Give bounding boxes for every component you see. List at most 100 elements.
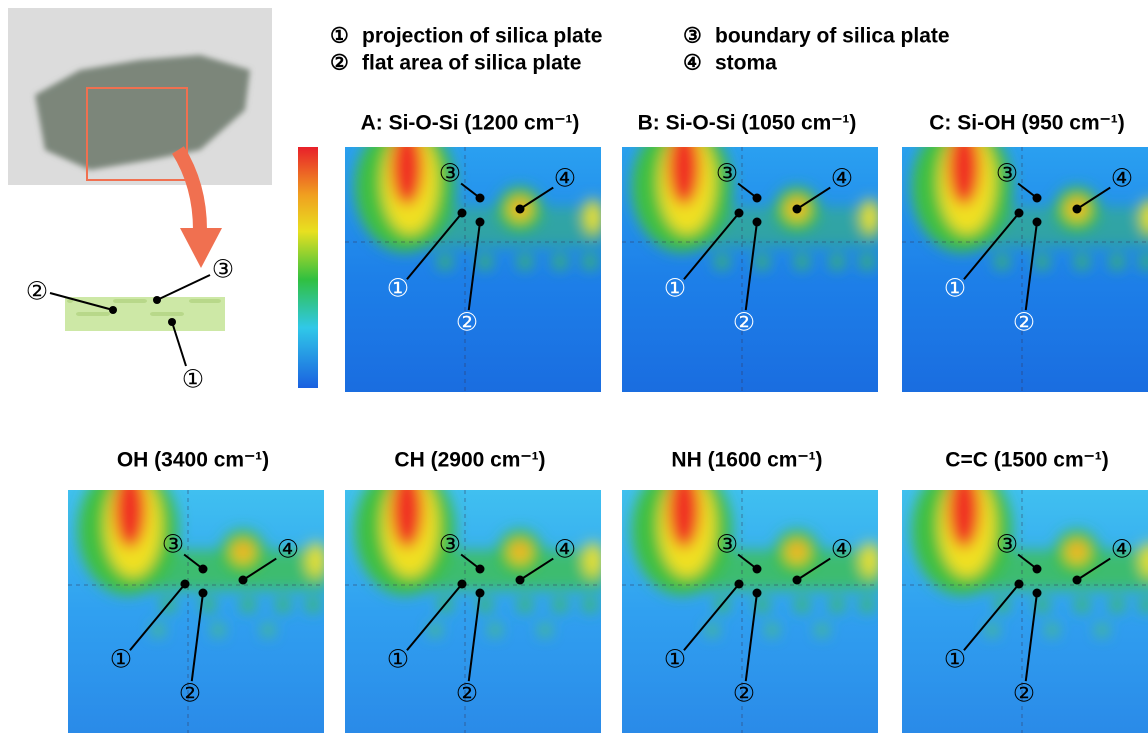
leader-line (1076, 186, 1111, 210)
leader-line (406, 583, 463, 651)
blob (1075, 598, 1089, 612)
marker-dot (1032, 193, 1042, 203)
blob (1140, 199, 1148, 235)
heatmap-panel: ① ② ③ ④ (622, 490, 878, 733)
marker-label: ① (182, 366, 204, 394)
leader-line (744, 221, 758, 311)
marker-label: ④ (831, 165, 853, 193)
marker-dot (238, 575, 248, 585)
marker-dot (457, 579, 467, 589)
blob (391, 147, 423, 205)
leader-line (963, 212, 1020, 280)
marker-dot (1032, 588, 1042, 598)
blob (201, 598, 215, 612)
marker-label: ② (1013, 309, 1035, 337)
blob (518, 598, 532, 612)
zoom-arrow (172, 146, 207, 231)
legend-text: stoma (715, 52, 777, 75)
blob (241, 598, 255, 612)
blob (948, 147, 980, 205)
heatmap (902, 147, 1148, 392)
heatmap-panel: ① ② ③ ④ (345, 147, 601, 392)
panel-title: NH (1600 cm⁻¹) (671, 449, 822, 472)
heatmap-panel: ① ② ③ ④ (345, 490, 601, 733)
heatmap (345, 490, 601, 733)
marker-label: ③ (716, 531, 738, 559)
marker-label: ② (26, 278, 48, 306)
blob (792, 545, 802, 555)
panel-title: OH (3400 cm⁻¹) (117, 449, 269, 472)
heatmap-blobs (632, 490, 878, 636)
marker-label: ② (456, 309, 478, 337)
leader-line (1024, 592, 1038, 682)
blob (1035, 598, 1049, 612)
marker-label: ② (733, 680, 755, 708)
marker-dot (168, 318, 176, 326)
blob (583, 542, 601, 578)
marker-dot (792, 204, 802, 214)
marker-dot (752, 193, 762, 203)
texture-dot (189, 299, 195, 303)
blob (755, 598, 769, 612)
blob (583, 255, 597, 269)
blob (212, 624, 224, 636)
blob (1035, 255, 1049, 269)
panel-title: C: Si-OH (950 cm⁻¹) (929, 112, 1124, 135)
leader-line (171, 321, 187, 367)
schematic-texture (67, 299, 221, 316)
leader-line (242, 557, 277, 581)
color-bar (298, 147, 318, 388)
blob (795, 598, 809, 612)
leader-line (129, 583, 186, 651)
marker-dot (752, 588, 762, 598)
blob (553, 255, 567, 269)
blob (795, 255, 809, 269)
blob (830, 255, 844, 269)
blob (1140, 255, 1148, 269)
heatmap-blobs (78, 490, 324, 636)
leader-line (1076, 557, 1111, 581)
legend-marker: ① (330, 25, 349, 48)
marker-dot (1072, 575, 1082, 585)
marker-dot (1014, 208, 1024, 218)
legend-marker: ④ (683, 52, 702, 75)
texture-dot (76, 312, 82, 316)
blob (518, 255, 532, 269)
leader-line (744, 592, 758, 682)
legend-text: projection of silica plate (362, 25, 602, 48)
blob (715, 255, 729, 269)
heatmap-blobs (355, 490, 601, 636)
marker-label: ④ (1111, 536, 1133, 564)
marker-dot (475, 564, 485, 574)
marker-label: ① (944, 646, 966, 674)
blob (429, 624, 441, 636)
blob (391, 490, 423, 548)
heatmap-panel: ① ② ③ ④ (902, 490, 1148, 733)
blob (1110, 598, 1124, 612)
panel-title: A: Si-O-Si (1200 cm⁻¹) (361, 112, 580, 135)
panel-title: C=C (1500 cm⁻¹) (945, 449, 1108, 472)
marker-label: ③ (716, 160, 738, 188)
blob (706, 624, 718, 636)
leader-line (796, 557, 831, 581)
marker-label: ① (387, 275, 409, 303)
marker-dot (752, 564, 762, 574)
blob (1046, 624, 1058, 636)
legend-text: boundary of silica plate (715, 25, 950, 48)
leader-line (963, 583, 1020, 651)
blob (539, 624, 551, 636)
blob (583, 199, 601, 235)
heatmap-panel: ① ② ③ ④ (622, 147, 878, 392)
marker-label: ① (110, 646, 132, 674)
marker-dot (734, 579, 744, 589)
marker-label: ③ (996, 531, 1018, 559)
leader-line (1024, 221, 1038, 311)
marker-dot (1072, 204, 1082, 214)
heatmap-blobs (355, 147, 601, 269)
blob (860, 255, 874, 269)
marker-label: ① (664, 646, 686, 674)
blob (306, 598, 320, 612)
marker-label: ③ (996, 160, 1018, 188)
marker-dot (153, 296, 161, 304)
